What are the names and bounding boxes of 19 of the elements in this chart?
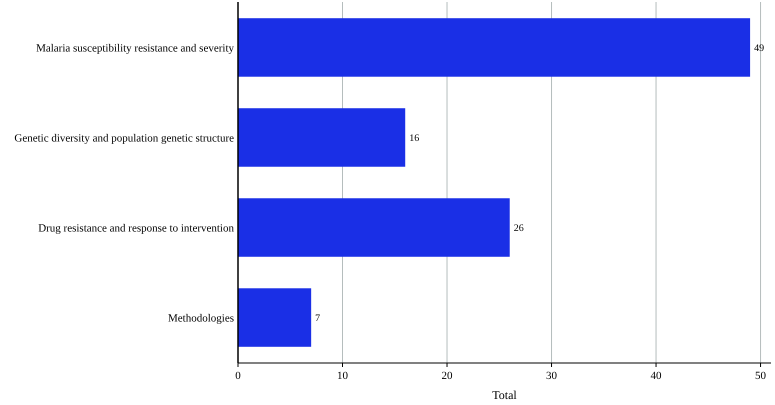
x-axis-title: Total bbox=[492, 388, 518, 402]
y-tick-label: Genetic diversity and population genetic structure bbox=[14, 132, 234, 144]
bar bbox=[238, 288, 312, 347]
x-tick-label: 10 bbox=[337, 370, 349, 382]
data-label: 7 bbox=[315, 313, 320, 324]
data-label: 16 bbox=[409, 132, 420, 144]
x-tick-label: 40 bbox=[650, 370, 662, 382]
bar bbox=[238, 18, 750, 77]
y-tick-label: Malaria susceptibility resistance and severity bbox=[36, 42, 234, 54]
x-tick-label: 20 bbox=[442, 370, 454, 382]
x-tick-label: 30 bbox=[546, 370, 558, 382]
y-tick-label: Drug resistance and response to intervention bbox=[38, 222, 234, 234]
x-tick-label: 50 bbox=[755, 370, 767, 382]
data-label: 49 bbox=[754, 42, 764, 54]
x-tick-label: 0 bbox=[235, 370, 242, 382]
bar bbox=[238, 198, 510, 257]
data-label: 26 bbox=[514, 223, 524, 234]
bar bbox=[238, 108, 406, 167]
y-tick-label: Methodologies bbox=[168, 312, 234, 324]
